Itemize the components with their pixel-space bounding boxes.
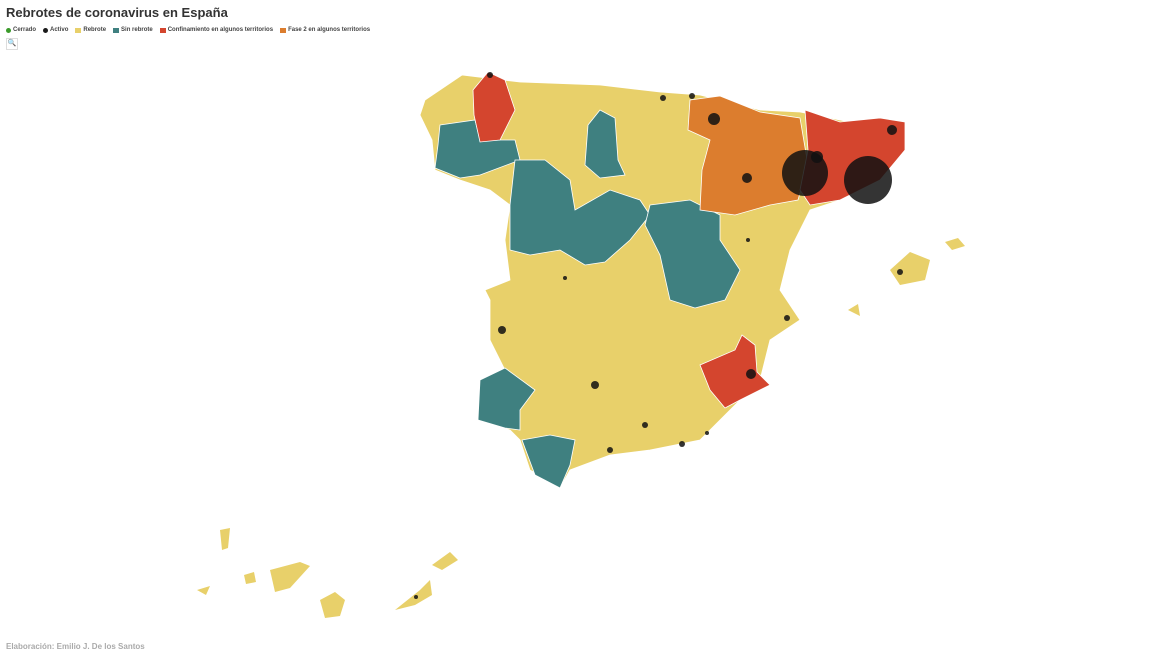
- region-confinamiento: [699, 334, 771, 409]
- region-sin-rebrote: [521, 434, 576, 489]
- credit: Elaboración: Emilio J. De los Santos: [6, 642, 145, 651]
- legend-item: Cerrado: [6, 27, 36, 33]
- island: [432, 552, 458, 570]
- island: [220, 528, 230, 550]
- bubble: [746, 238, 750, 242]
- bubble: [746, 369, 756, 379]
- bubble: [487, 72, 493, 78]
- bubble: [414, 595, 418, 599]
- bubble: [679, 441, 685, 447]
- island: [395, 580, 432, 610]
- search-button[interactable]: 🔍: [6, 38, 18, 50]
- bubble: [607, 447, 613, 453]
- bubble: [708, 113, 720, 125]
- bubble: [591, 381, 599, 389]
- legend-label: Confinamiento en algunos territorios: [167, 27, 274, 33]
- legend-item: Activo: [43, 27, 68, 33]
- legend-item: Fase 2 en algunos territorios: [280, 27, 370, 33]
- island: [270, 562, 310, 592]
- bubble: [887, 125, 897, 135]
- bubble: [498, 326, 506, 334]
- island: [848, 304, 860, 316]
- legend-swatch: [113, 27, 120, 33]
- legend-swatch: [43, 27, 49, 33]
- legend-label: Fase 2 en algunos territorios: [288, 27, 371, 33]
- legend-swatch: [75, 27, 82, 33]
- mainland: [419, 71, 906, 489]
- island: [320, 592, 345, 618]
- bubble: [705, 431, 709, 435]
- legend-item: Sin rebrote: [113, 27, 153, 33]
- bubble: [784, 315, 790, 321]
- region-fase-2: [687, 95, 809, 216]
- legend-item: Confinamiento en algunos territorios: [159, 27, 274, 33]
- island: [244, 572, 256, 584]
- legend-label: Rebrote: [83, 27, 107, 33]
- bubble: [660, 95, 666, 101]
- bubble: [897, 269, 903, 275]
- outbreak-bubbles: [414, 72, 903, 599]
- legend-label: Activo: [50, 27, 69, 33]
- legend: Cerrado Activo Rebrote Sin rebrote Confinami…: [6, 27, 370, 33]
- bubble: [742, 173, 752, 183]
- legend-swatch: [159, 27, 166, 33]
- bubble: [642, 422, 648, 428]
- title: Rebrotes de coronavirus en España: [6, 5, 228, 20]
- legend-swatch: [6, 27, 11, 33]
- legend-label: Cerrado: [13, 27, 37, 33]
- region-sin-rebrote: [477, 367, 536, 431]
- bubble: [689, 93, 695, 99]
- island: [197, 586, 210, 595]
- bubble: [844, 156, 892, 204]
- legend-swatch: [280, 27, 287, 33]
- island: [890, 252, 930, 285]
- region-sin-rebrote: [584, 109, 626, 179]
- island: [945, 238, 965, 250]
- region-sin-rebrote: [509, 159, 651, 266]
- islands: [197, 238, 965, 618]
- legend-item: Rebrote: [75, 27, 106, 33]
- bubble: [563, 276, 567, 280]
- bubble: [811, 151, 823, 163]
- legend-label: Sin rebrote: [121, 27, 153, 33]
